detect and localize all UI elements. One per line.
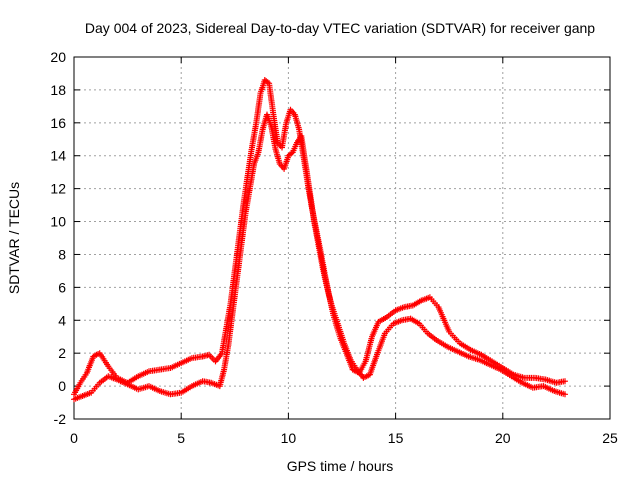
data-point-band-a [562, 378, 568, 385]
y-axis-label: SDTVAR / TECUs [6, 182, 22, 294]
y-tick-label: 2 [58, 345, 66, 361]
grid [74, 57, 610, 419]
axis-ticks [73, 56, 611, 420]
x-tick-labels: 0 5 10 15 20 25 [70, 430, 618, 446]
x-tick-label: 15 [388, 430, 404, 446]
y-tick-label: -2 [54, 411, 67, 427]
data-points [71, 77, 568, 403]
x-tick-label: 10 [281, 430, 297, 446]
x-tick-label: 5 [177, 430, 185, 446]
y-tick-label: 18 [50, 82, 66, 98]
plot-frame [73, 56, 611, 420]
y-tick-label: 20 [50, 49, 66, 65]
y-tick-label: 8 [58, 246, 66, 262]
y-tick-label: 0 [58, 378, 66, 394]
x-tick-label: 0 [70, 430, 78, 446]
x-axis-label: GPS time / hours [287, 458, 394, 474]
x-tick-label: 20 [495, 430, 511, 446]
chart-title: Day 004 of 2023, Sidereal Day-to-day VTE… [85, 20, 595, 36]
y-tick-label: 6 [58, 279, 66, 295]
y-tick-label: 4 [58, 312, 66, 328]
y-tick-label: 10 [50, 214, 66, 230]
y-tick-label: 14 [50, 148, 66, 164]
y-tick-labels: -2 0 2 4 6 8 10 12 14 16 18 20 [50, 49, 66, 427]
x-tick-label: 25 [602, 430, 618, 446]
data-point-band-b [562, 391, 568, 398]
y-tick-label: 16 [50, 115, 66, 131]
y-tick-label: 12 [50, 181, 66, 197]
